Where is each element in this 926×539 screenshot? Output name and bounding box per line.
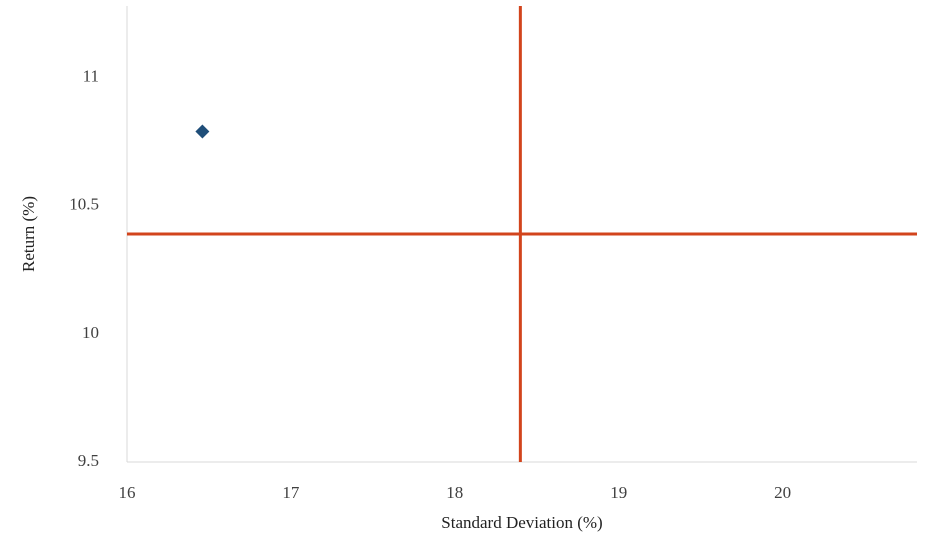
x-tick-label: 19 bbox=[610, 483, 627, 502]
x-tick-label: 20 bbox=[774, 483, 791, 502]
x-tick-label: 16 bbox=[119, 483, 136, 502]
y-tick-label: 10 bbox=[82, 323, 99, 342]
x-tick-label: 18 bbox=[446, 483, 463, 502]
y-tick-label: 11 bbox=[83, 67, 99, 86]
y-axis-title: Return (%) bbox=[19, 196, 38, 272]
point bbox=[195, 124, 210, 139]
y-tick-label: 10.5 bbox=[69, 195, 99, 214]
y-tick-label: 9.5 bbox=[78, 451, 99, 470]
x-axis-title: Standard Deviation (%) bbox=[441, 513, 602, 532]
x-tick-label: 17 bbox=[282, 483, 300, 502]
